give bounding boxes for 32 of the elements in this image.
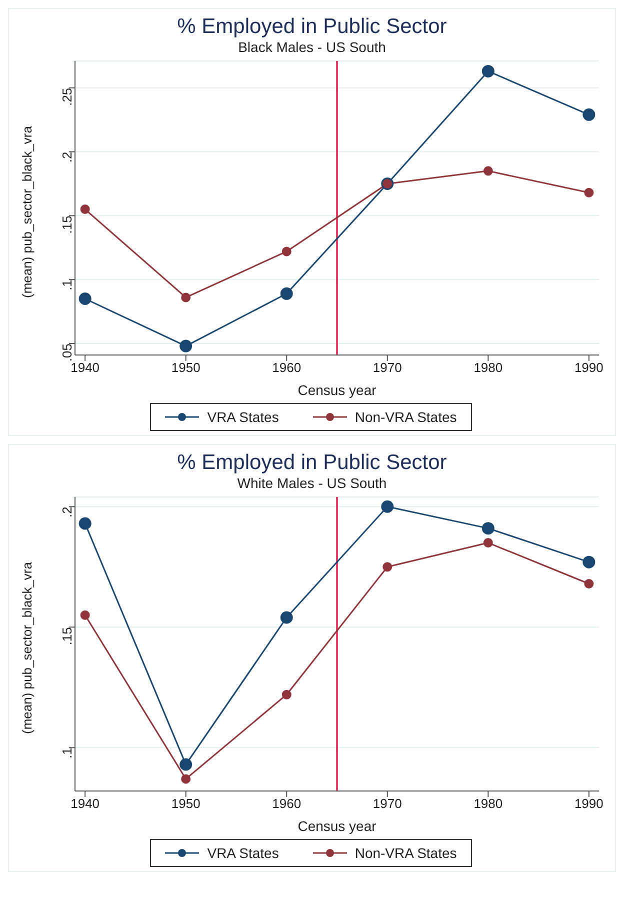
y-axis-title: (mean) pub_sector_black_vra	[20, 561, 35, 734]
x-tick-label: 1970	[372, 360, 402, 376]
y-axis-title: (mean) pub_sector_black_vra	[20, 125, 35, 298]
chart-subtitle: Black Males - US South	[237, 39, 387, 55]
chart-title: % Employed in Public Sector	[176, 15, 448, 39]
chart-title: % Employed in Public Sector	[176, 451, 448, 475]
y-tick-label: .2	[60, 506, 75, 518]
y-tick-label: .05	[60, 343, 75, 362]
x-tick-label: 1940	[70, 360, 100, 376]
legend-label: Non-VRA States	[354, 845, 457, 861]
y-tick-label: .1	[60, 280, 75, 290]
x-tick-label: 1990	[574, 360, 604, 376]
x-axis-title: Census year	[298, 818, 377, 834]
legend-label: VRA States	[206, 409, 279, 425]
y-tick-label: .15	[60, 627, 75, 646]
x-axis-title: Census year	[298, 382, 377, 398]
x-tick-label: 1980	[474, 796, 503, 812]
y-tick-label: .2	[60, 152, 75, 163]
x-tick-label: 1960	[272, 360, 302, 376]
legend-label: Non-VRA States	[354, 409, 457, 425]
x-tick-label: 1950	[171, 360, 200, 376]
x-tick-label: 1970	[372, 796, 402, 812]
x-tick-label: 1950	[171, 796, 200, 812]
y-tick-label: .15	[60, 216, 75, 234]
y-tick-label: .1	[60, 748, 75, 758]
x-tick-label: 1980	[474, 360, 503, 376]
x-tick-label: 1990	[574, 796, 604, 812]
x-tick-label: 1940	[70, 796, 100, 812]
legend-label: VRA States	[206, 845, 279, 861]
x-tick-label: 1960	[272, 796, 302, 812]
y-tick-label: .25	[60, 88, 75, 106]
chart-subtitle: White Males - US South	[236, 475, 388, 491]
